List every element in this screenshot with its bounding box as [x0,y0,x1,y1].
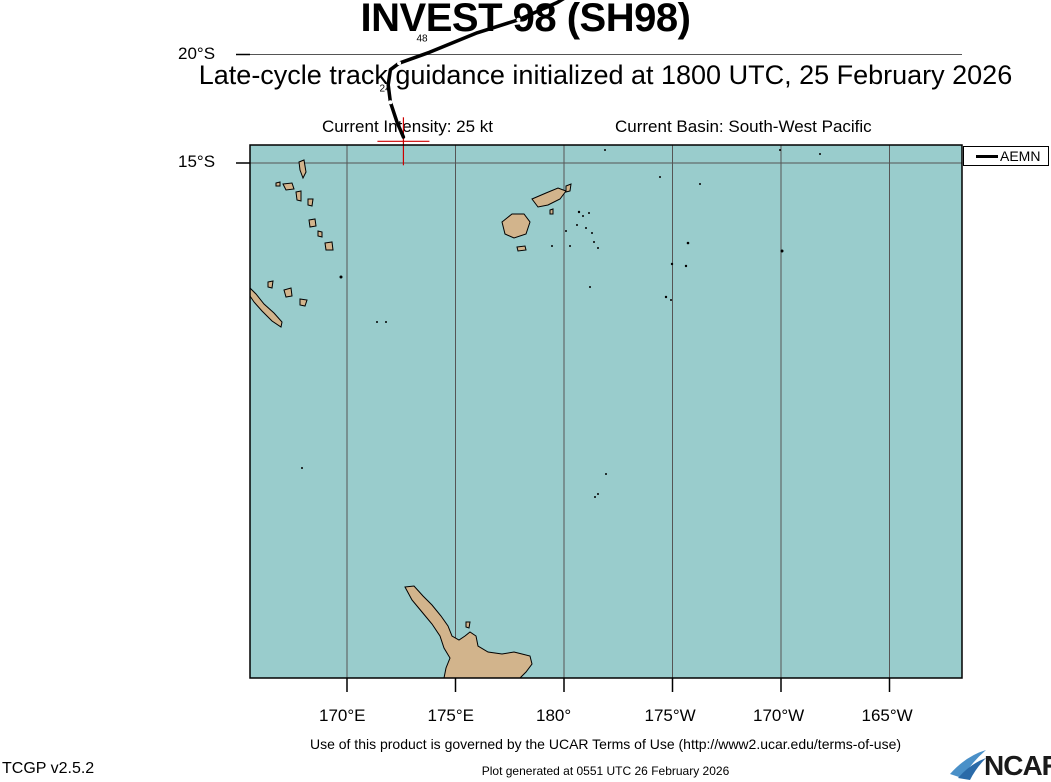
loyalty-island [299,298,308,307]
chart-title: INVEST 98 (SH98) [360,0,691,40]
vanuatu-island [324,241,334,251]
vanuatu-island [308,218,317,228]
track-aemn-line [386,0,565,139]
ncar-logo-text: NCAR [984,750,1051,781]
ncar-logo: NCAR [948,748,1051,781]
terms-of-use: Use of this product is governed by the U… [309,736,902,752]
track-dot [516,17,521,22]
lon-label: 165°W [861,706,913,725]
lat-label: 15°S [178,152,216,171]
chart-subtitle: Late-cycle track guidance initialized at… [198,60,1013,90]
lon-label: 170°E [319,706,366,725]
generated-timestamp: Plot generated at 0551 UTC 26 February 2… [481,764,730,778]
loyalty-island [283,287,293,298]
lon-label: 180° [536,706,572,725]
gridlines [236,53,962,692]
legend-label-aemn: AEMN [1000,148,1041,164]
lon-label: 175°E [427,706,475,725]
nz-island [465,621,471,629]
tau-labels: 24487296120 [380,33,428,94]
legend: AEMN [963,146,1049,166]
fiji-kadavu [516,245,527,252]
vanuatu-island [295,190,302,202]
lon-label: 175°W [644,706,696,725]
legend-line-aemn [976,155,998,158]
vanuatu-island [317,230,323,238]
track-dot [397,61,402,66]
lon-label: 170°W [753,706,805,725]
fiji-viti-levu [501,213,531,239]
tau-label: 48 [416,33,428,44]
new-zealand-north-island [404,585,533,679]
vanuatu-island [307,198,314,207]
vanuatu-island [275,181,281,187]
map-frame [249,144,963,679]
ocean-background [250,145,962,678]
landmasses [249,159,572,679]
lat-label: 20°S [178,43,216,63]
new-caledonia [249,286,283,328]
small-islands [301,149,821,498]
tau-label: 24 [380,83,392,94]
ncar-logo-swoosh-icon [950,750,986,780]
version-label: TCGP v2.5.2 [2,760,95,777]
fiji-taveuni [565,183,572,193]
tau-dots [388,17,521,105]
loyalty-island [267,280,274,289]
current-intensity: Current Intensity: 25 kt [322,117,494,136]
vanuatu-island [282,182,295,191]
fiji-vanua-levu [531,187,567,208]
vanuatu-island [298,159,307,180]
track-dot [388,100,393,105]
current-position-marker [377,117,430,166]
current-basin: Current Basin: South-West Pacific [615,117,872,136]
fiji-island [549,208,554,215]
